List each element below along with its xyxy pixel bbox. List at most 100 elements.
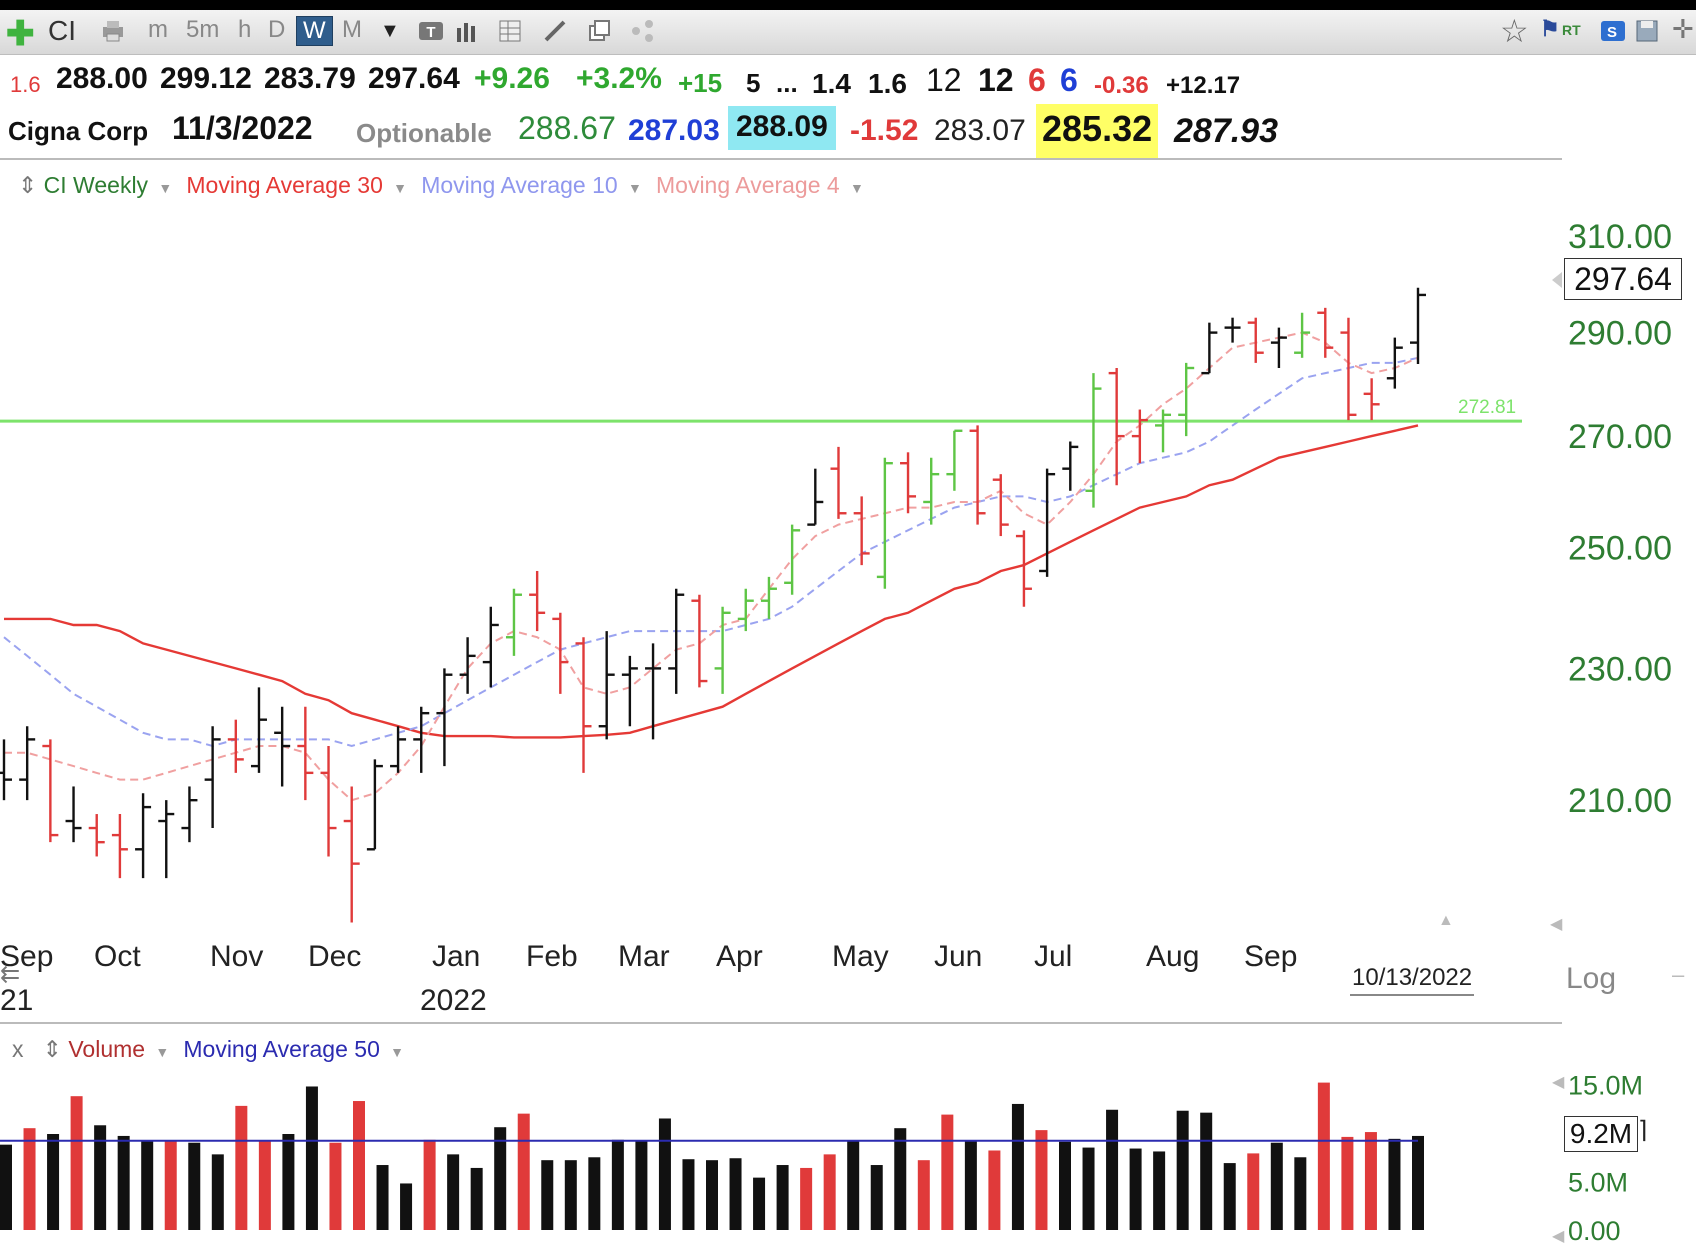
plus-icon[interactable]: ✚: [6, 15, 35, 53]
bars-icon[interactable]: [454, 18, 480, 44]
ohlc-bar: [946, 429, 963, 491]
last-price-arrow-icon: [1552, 272, 1562, 288]
chevron-down-icon[interactable]: ▼: [151, 1044, 177, 1060]
volume-bar: [1364, 1132, 1377, 1230]
table-icon[interactable]: [498, 18, 524, 44]
collapse-up-icon[interactable]: ▲: [1438, 912, 1454, 929]
quote-v7: 12: [978, 62, 1014, 98]
volume-bar: [1270, 1142, 1283, 1230]
month-label-mar: Mar: [618, 940, 670, 973]
month-label-aug: Aug: [1146, 940, 1200, 973]
tt-icon[interactable]: T: [418, 18, 444, 44]
chevron-down-icon[interactable]: ▼: [624, 180, 650, 196]
info-p5: 283.07: [934, 114, 1026, 147]
quote-v11: +12.17: [1166, 72, 1241, 99]
ohlc-bar: [737, 588, 754, 632]
volume-bar: [47, 1134, 60, 1230]
quote-v5: 1.6: [868, 68, 907, 99]
price-chart[interactable]: 272.81 210.00 230.00 250.00 270.00 290.00 310.…: [0, 0, 1696, 1030]
symbol-field[interactable]: CI: [48, 15, 76, 46]
info-p7: 287.93: [1174, 112, 1278, 150]
ohlc-bar: [1247, 317, 1264, 363]
volume-bar: [1176, 1110, 1189, 1230]
volume-bar: [305, 1086, 318, 1230]
date-marker: 10/13/2022: [1350, 964, 1475, 996]
ohlc-bar: [992, 474, 1009, 537]
y-tick-label: 250.00: [1568, 530, 1672, 568]
rt-icon[interactable]: RT: [1562, 22, 1581, 38]
volume-bar: [870, 1165, 883, 1230]
quote-v6: 12: [926, 62, 962, 98]
minimize-dash-icon[interactable]: –: [1672, 962, 1685, 987]
ohlc-bar: [598, 631, 615, 740]
legend-ma30[interactable]: Moving Average 30: [186, 172, 383, 198]
volume-bar: [282, 1134, 295, 1230]
volume-chart[interactable]: 0.00 5.0M 15.0M: [0, 1060, 1696, 1256]
quote-change-pct: +3.2%: [576, 62, 662, 95]
ohlc-bar: [436, 668, 453, 767]
period-m-monthly[interactable]: M: [342, 16, 362, 43]
ohlc-bar: [575, 637, 592, 773]
volume-bar: [517, 1113, 530, 1230]
year-label-2022: 2022: [420, 984, 487, 1017]
legend-ma4[interactable]: Moving Average 4: [656, 172, 840, 198]
volume-bar: [964, 1140, 977, 1230]
quote-v9: 6: [1060, 62, 1078, 98]
month-label-may: May: [832, 940, 889, 973]
last-price-box: 297.64: [1564, 258, 1682, 300]
volume-bar: [635, 1140, 648, 1230]
ohlc-bar: [135, 793, 152, 879]
ma30-line: [4, 424, 1419, 739]
chevron-down-icon[interactable]: ▼: [154, 180, 180, 196]
drag-handle-icon[interactable]: ⇕: [18, 172, 38, 198]
scale-log-toggle[interactable]: Log: [1566, 962, 1617, 995]
legend-ma50[interactable]: Moving Average 50: [183, 1036, 380, 1062]
month-label-oct: Oct: [94, 940, 141, 973]
volume-bar: [164, 1140, 177, 1230]
legend-volume[interactable]: Volume: [68, 1036, 146, 1062]
ohlc-bar: [274, 706, 291, 787]
chevron-down-icon[interactable]: ▼: [386, 1044, 405, 1060]
ohlc-bar: [529, 570, 546, 632]
volume-bar: [1341, 1136, 1354, 1230]
volume-bar: [376, 1165, 389, 1230]
print-icon[interactable]: [100, 18, 126, 44]
ma4-line: [4, 331, 1419, 802]
legend-ci-weekly[interactable]: CI Weekly: [43, 172, 149, 198]
quote-v1: +15: [678, 68, 723, 98]
collapse-left-icon[interactable]: ◀: [1550, 916, 1563, 933]
month-label-nov: Nov: [210, 940, 264, 973]
legend-ma10[interactable]: Moving Average 10: [421, 172, 618, 198]
scroll-left-icon[interactable]: ⇇: [0, 961, 21, 988]
period-d[interactable]: D: [268, 16, 286, 43]
y-tick-label: 230.00: [1568, 650, 1672, 688]
flag-icon[interactable]: ⚑: [1540, 16, 1560, 41]
chevron-down-icon[interactable]: ▼: [380, 20, 400, 42]
period-m[interactable]: m: [148, 16, 168, 43]
month-label-jul: Jul: [1034, 940, 1073, 973]
period-h[interactable]: h: [238, 16, 252, 43]
ohlc-bar: [1108, 367, 1125, 486]
ohlc-bar: [19, 726, 36, 801]
share-icon[interactable]: [630, 18, 656, 44]
chevron-down-icon[interactable]: ▼: [389, 180, 415, 196]
s-icon[interactable]: S: [1600, 18, 1626, 44]
ohlc-bar: [668, 588, 685, 694]
pencil-icon[interactable]: [542, 18, 568, 44]
drag-handle-icon[interactable]: ⇕: [29, 1036, 62, 1062]
copy-icon[interactable]: [586, 18, 612, 44]
period-5m[interactable]: 5m: [186, 16, 220, 43]
chevron-down-icon[interactable]: ▼: [846, 180, 864, 196]
month-label-feb: Feb: [526, 940, 578, 973]
volume-bottom-arrow-icon: ◀: [1552, 1228, 1565, 1245]
month-label-apr: Apr: [716, 940, 763, 973]
info-p1: 288.67: [518, 110, 616, 146]
star-icon[interactable]: ☆: [1500, 13, 1529, 49]
volume-bar: [94, 1125, 107, 1230]
period-w[interactable]: W: [296, 16, 333, 46]
volume-bar: [1223, 1163, 1236, 1230]
close-icon[interactable]: x: [12, 1036, 24, 1062]
crosshair-icon[interactable]: ✛: [1672, 14, 1694, 44]
svg-text:T: T: [426, 24, 435, 41]
save-icon[interactable]: [1634, 18, 1660, 44]
